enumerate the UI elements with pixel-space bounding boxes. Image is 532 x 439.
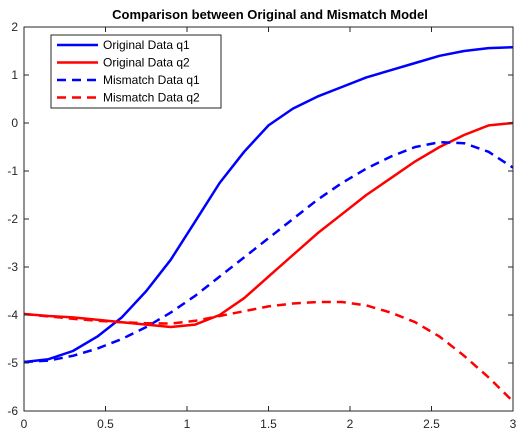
y-tick-label: 0	[11, 116, 18, 130]
x-tick-label: 2	[347, 417, 354, 431]
y-tick-label: 2	[11, 20, 18, 34]
y-tick-label: -6	[7, 404, 18, 418]
legend-box	[50, 34, 222, 109]
legend: Original Data q1 Original Data q2 Mismatch…	[50, 34, 222, 109]
x-tick-label: 0.5	[97, 417, 114, 431]
chart-title: Comparison between Original and Mismatch…	[112, 7, 428, 22]
plot-area	[24, 45, 513, 403]
y-tick-label: 1	[11, 68, 18, 82]
series-line-3	[24, 140, 513, 364]
y-tick-label: -3	[7, 260, 18, 274]
legend-label: Original Data q2	[103, 56, 190, 70]
x-tick-label: 3	[510, 417, 517, 431]
x-tick-label: 0	[21, 417, 28, 431]
y-tick-label: -5	[7, 356, 18, 370]
y-tick-label: -2	[7, 212, 18, 226]
x-tick-label: 2.5	[423, 417, 440, 431]
series-line-4	[24, 300, 513, 403]
y-tick-label: -1	[7, 164, 18, 178]
series-line-1	[24, 45, 513, 364]
legend-label: Mismatch Data q1	[103, 73, 200, 87]
legend-label: Original Data q1	[103, 38, 190, 52]
legend-label: Mismatch Data q2	[103, 91, 200, 105]
x-tick-label: 1.5	[260, 417, 277, 431]
x-tick-label: 1	[184, 417, 191, 431]
axis-ticks: 0 0.5 1 1.5 2 2.5 3 -6 -5 -4 -3 -2 -1 0 1 2	[7, 20, 516, 431]
y-tick-label: -4	[7, 308, 18, 322]
series-line-2	[24, 121, 513, 329]
